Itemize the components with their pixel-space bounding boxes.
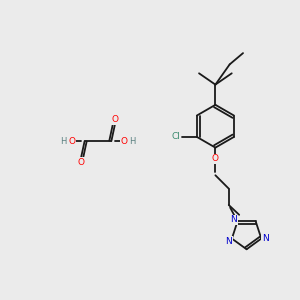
Text: O: O [212,154,219,164]
Text: O: O [121,136,128,146]
Text: O: O [68,136,75,146]
Text: N: N [262,234,269,243]
Text: H: H [130,136,136,146]
Text: O: O [77,158,85,167]
Text: O: O [111,115,118,124]
Text: Cl: Cl [172,132,181,141]
Text: H: H [60,136,66,146]
Text: N: N [231,215,237,224]
Text: N: N [226,237,232,246]
